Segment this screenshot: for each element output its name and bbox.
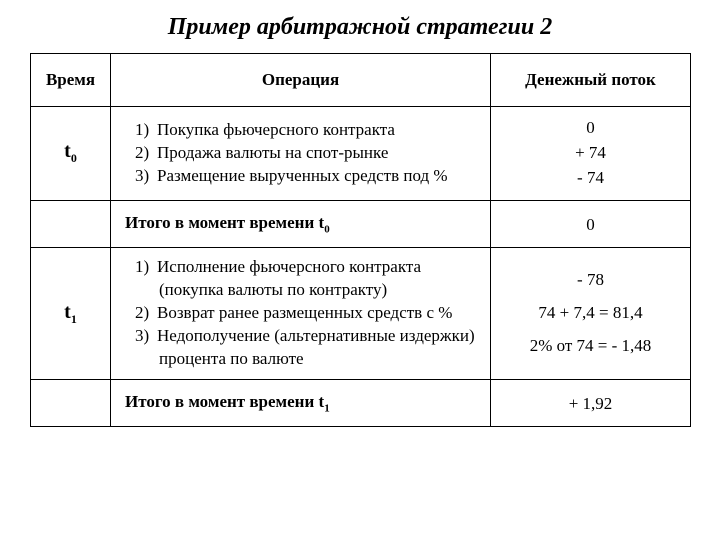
table-row: t0 1)Покупка фьючерсного контракта 2)Про… bbox=[31, 107, 691, 201]
ops-t1: 1)Исполнение фьючерсного контракта (поку… bbox=[111, 248, 491, 380]
total-t1-value: + 1,92 bbox=[491, 379, 691, 426]
op-item: Возврат ранее размещенных средств с % bbox=[157, 303, 452, 322]
total-t0-label: Итого в момент времени t0 bbox=[111, 200, 491, 247]
cash-t1: - 78 74 + 7,4 = 81,4 2% от 74 = - 1,48 bbox=[491, 248, 691, 380]
ops-t0: 1)Покупка фьючерсного контракта 2)Продаж… bbox=[111, 107, 491, 201]
table-row-total: Итого в момент времени t1 + 1,92 bbox=[31, 379, 691, 426]
op-item: Недополучение (альтернативные издержки) … bbox=[157, 326, 475, 368]
op-item: Исполнение фьючерсного контракта (покупк… bbox=[157, 257, 421, 299]
time-t1: t1 bbox=[31, 248, 111, 380]
op-item: Покупка фьючерсного контракта bbox=[157, 120, 395, 139]
table-row-total: Итого в момент времени t0 0 bbox=[31, 200, 691, 247]
total-t0-value: 0 bbox=[491, 200, 691, 247]
header-operation: Операция bbox=[111, 54, 491, 107]
op-item: Продажа валюты на спот-рынке bbox=[157, 143, 388, 162]
empty-cell bbox=[31, 200, 111, 247]
header-cashflow: Денежный поток bbox=[491, 54, 691, 107]
page-title: Пример арбитражной стратегии 2 bbox=[30, 14, 690, 41]
table-header-row: Время Операция Денежный поток bbox=[31, 54, 691, 107]
total-t1-label: Итого в момент времени t1 bbox=[111, 379, 491, 426]
header-time: Время bbox=[31, 54, 111, 107]
cash-t0: 0 + 74 - 74 bbox=[491, 107, 691, 201]
arbitrage-table: Время Операция Денежный поток t0 1)Покуп… bbox=[30, 53, 691, 427]
empty-cell bbox=[31, 379, 111, 426]
op-item: Размещение вырученных средств под % bbox=[157, 166, 448, 185]
time-t0: t0 bbox=[31, 107, 111, 201]
table-row: t1 1)Исполнение фьючерсного контракта (п… bbox=[31, 248, 691, 380]
